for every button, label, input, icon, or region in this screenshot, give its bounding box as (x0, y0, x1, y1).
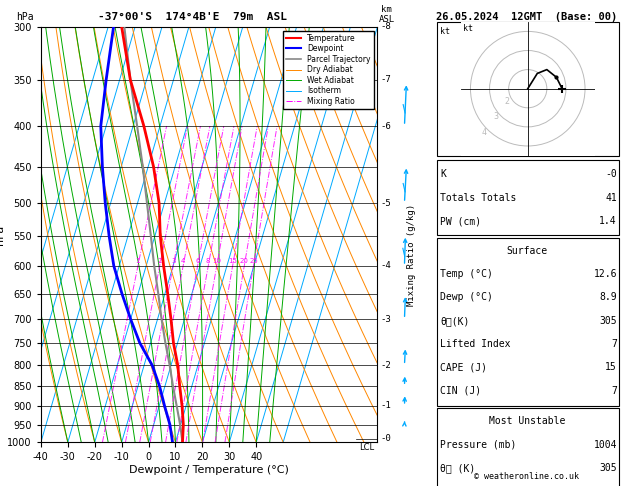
Text: 2: 2 (505, 97, 510, 106)
Text: -2: -2 (381, 361, 391, 370)
Text: Dewp (°C): Dewp (°C) (440, 293, 493, 302)
Text: 10: 10 (212, 258, 221, 264)
Text: 26.05.2024  12GMT  (Base: 00): 26.05.2024 12GMT (Base: 00) (436, 12, 618, 22)
Text: 1: 1 (136, 258, 140, 264)
Text: Temp (°C): Temp (°C) (440, 269, 493, 279)
Bar (437, 408, 619, 486)
Text: Pressure (mb): Pressure (mb) (440, 440, 517, 450)
Text: -3: -3 (381, 314, 391, 324)
Text: CIN (J): CIN (J) (440, 386, 482, 396)
Text: Totals Totals: Totals Totals (440, 193, 517, 203)
Text: -4: -4 (381, 261, 391, 270)
Text: © weatheronline.co.uk: © weatheronline.co.uk (474, 472, 579, 481)
Text: 3: 3 (493, 112, 498, 121)
Text: kt: kt (463, 24, 473, 33)
Bar (437, 238, 619, 406)
Text: 20: 20 (240, 258, 248, 264)
Text: Surface: Surface (506, 246, 547, 256)
Text: 3: 3 (171, 258, 175, 264)
Text: θᴄ (K): θᴄ (K) (440, 463, 476, 473)
Bar (437, 160, 619, 235)
Text: hPa: hPa (16, 12, 33, 22)
Text: 8.9: 8.9 (599, 293, 617, 302)
Text: -6: -6 (381, 122, 391, 131)
Text: -8: -8 (381, 22, 391, 31)
Text: 1004: 1004 (593, 440, 617, 450)
Text: PW (cm): PW (cm) (440, 216, 482, 226)
Text: 4: 4 (482, 127, 487, 137)
Text: 7: 7 (611, 386, 617, 396)
X-axis label: Dewpoint / Temperature (°C): Dewpoint / Temperature (°C) (129, 465, 289, 475)
Text: 15: 15 (228, 258, 237, 264)
Text: -0: -0 (381, 434, 391, 443)
Text: LCL: LCL (360, 443, 375, 452)
Text: 7: 7 (611, 339, 617, 349)
Bar (437, 22, 619, 156)
Text: -37°00'S  174°4B'E  79m  ASL: -37°00'S 174°4B'E 79m ASL (98, 12, 287, 22)
Text: 8: 8 (206, 258, 211, 264)
Text: -1: -1 (381, 401, 391, 410)
Text: km
ASL: km ASL (379, 5, 395, 24)
Text: CAPE (J): CAPE (J) (440, 363, 487, 372)
Text: 4: 4 (181, 258, 186, 264)
Text: 41: 41 (605, 193, 617, 203)
Text: 305: 305 (599, 316, 617, 326)
Text: 6: 6 (196, 258, 200, 264)
Text: -5: -5 (381, 199, 391, 208)
Text: Mixing Ratio (g/kg): Mixing Ratio (g/kg) (408, 204, 416, 306)
Legend: Temperature, Dewpoint, Parcel Trajectory, Dry Adiabat, Wet Adiabat, Isotherm, Mi: Temperature, Dewpoint, Parcel Trajectory… (282, 31, 374, 109)
Text: 2: 2 (157, 258, 162, 264)
Text: 12.6: 12.6 (593, 269, 617, 279)
Text: Lifted Index: Lifted Index (440, 339, 511, 349)
Text: 1.4: 1.4 (599, 216, 617, 226)
Text: 305: 305 (599, 463, 617, 473)
Text: Most Unstable: Most Unstable (489, 417, 565, 426)
Text: 25: 25 (249, 258, 258, 264)
Y-axis label: hPa: hPa (0, 225, 4, 244)
Text: K: K (440, 170, 447, 179)
Text: -7: -7 (381, 75, 391, 85)
Text: kt: kt (440, 27, 450, 36)
Text: 15: 15 (605, 363, 617, 372)
Text: -0: -0 (605, 170, 617, 179)
Text: θᴄ(K): θᴄ(K) (440, 316, 470, 326)
